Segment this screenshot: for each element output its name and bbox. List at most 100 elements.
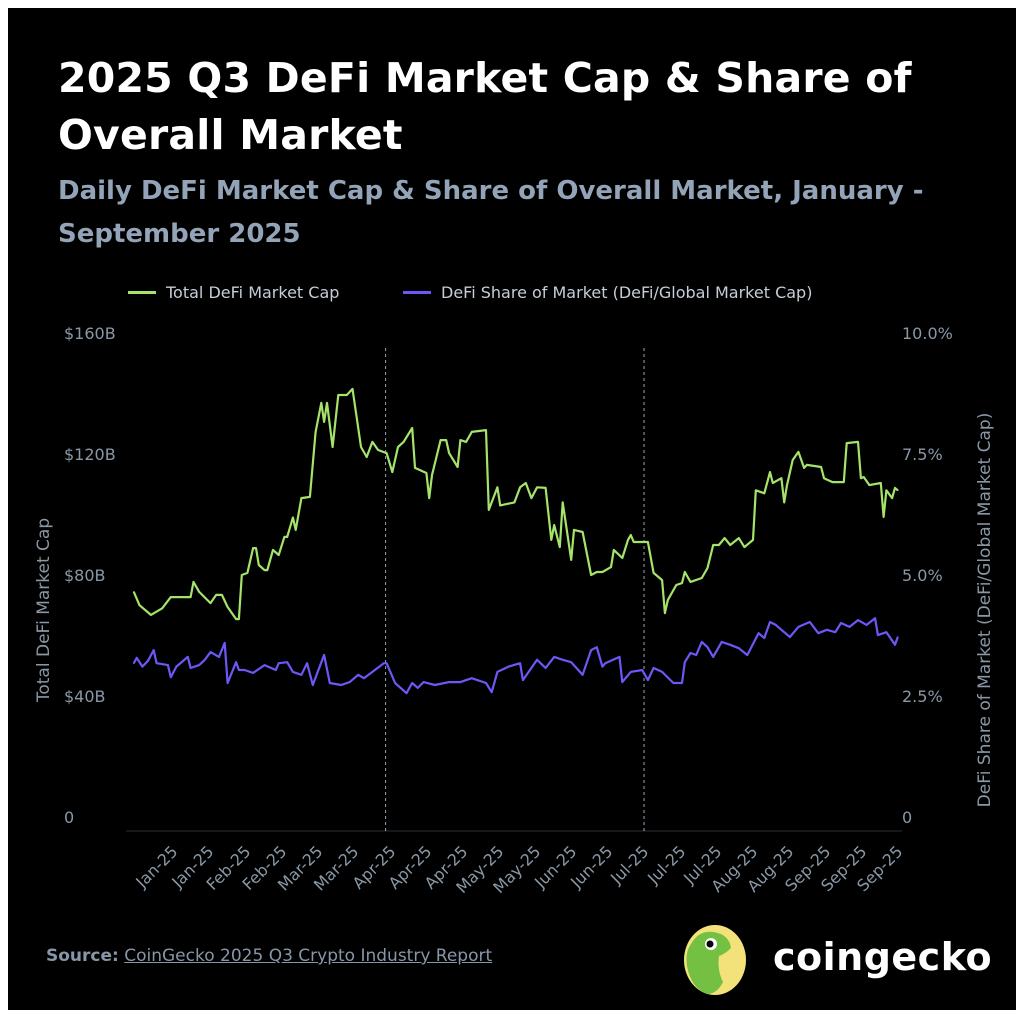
data-point: [596, 571, 598, 573]
data-point: [718, 544, 720, 546]
data-point: [780, 477, 783, 480]
data-point: [317, 669, 320, 671]
data-point: [817, 632, 820, 634]
data-point: [411, 682, 414, 684]
data-point: [519, 662, 521, 664]
data-point: [209, 651, 212, 653]
data-point: [536, 486, 538, 489]
data-point: [630, 671, 632, 673]
data-point: [329, 682, 331, 684]
data-point: [215, 594, 217, 596]
data-point: [877, 634, 879, 636]
data-point: [170, 596, 172, 598]
y-tick-right: 2.5%: [902, 687, 943, 706]
data-point: [695, 654, 697, 656]
data-point: [459, 681, 462, 683]
data-point: [652, 572, 655, 574]
data-point: [471, 677, 473, 679]
data-point: [894, 644, 896, 646]
data-point: [277, 662, 280, 664]
data-point: [684, 661, 686, 663]
data-point: [826, 629, 828, 631]
data-point: [496, 486, 499, 489]
data-point: [351, 388, 354, 390]
data-point: [621, 681, 624, 683]
data-point: [806, 464, 808, 466]
data-point: [471, 431, 473, 433]
data-point: [897, 489, 899, 492]
data-point: [499, 504, 502, 507]
data-point: [862, 476, 865, 478]
data-point: [752, 539, 754, 541]
data-point: [331, 446, 334, 448]
data-point: [513, 501, 516, 504]
data-point: [431, 474, 433, 476]
data-point: [340, 684, 343, 686]
data-point: [337, 394, 340, 396]
data-point: [365, 456, 368, 458]
data-point: [613, 549, 615, 551]
data-point: [150, 614, 152, 616]
data-point: [314, 431, 317, 433]
y-tick-left: $160B: [64, 324, 116, 343]
legend-item-defi-share: DeFi Share of Market (DeFi/Global Market…: [403, 283, 812, 302]
data-point: [226, 606, 229, 608]
data-point: [621, 557, 624, 559]
data-point: [243, 669, 246, 671]
data-point: [428, 497, 431, 499]
data-point: [445, 439, 448, 441]
legend-swatch-green: [128, 291, 156, 294]
data-point: [701, 641, 703, 643]
y-tick-right: 7.5%: [902, 445, 943, 464]
data-point: [755, 489, 757, 492]
y-tick-left: 0: [64, 808, 75, 827]
data-point: [394, 682, 396, 684]
source-label: Source:: [46, 946, 119, 966]
legend-label: Total DeFi Market Cap: [166, 283, 340, 302]
data-point: [590, 574, 592, 576]
data-point: [323, 421, 325, 423]
y-tick-left: $120B: [64, 445, 116, 464]
data-point: [791, 459, 794, 461]
data-point: [559, 546, 561, 548]
source-link[interactable]: CoinGecko 2025 Q3 Crypto Industry Report: [124, 946, 493, 966]
data-point: [263, 569, 266, 571]
data-point: [857, 441, 859, 443]
data-point: [138, 604, 141, 606]
data-point: [286, 661, 289, 663]
data-point: [746, 654, 749, 656]
data-point: [175, 665, 178, 668]
data-point: [667, 599, 669, 601]
data-point: [246, 572, 249, 574]
data-point: [789, 636, 791, 638]
data-point: [221, 594, 223, 596]
data-point: [192, 581, 195, 583]
data-point: [218, 656, 220, 658]
data-point: [238, 618, 240, 620]
data-point: [391, 471, 394, 473]
data-point: [729, 644, 731, 646]
data-point: [544, 667, 547, 669]
data-point: [439, 439, 442, 441]
data-point: [300, 497, 303, 499]
data-point: [720, 641, 723, 643]
data-point: [277, 554, 280, 556]
data-point: [891, 497, 893, 499]
data-point: [147, 660, 149, 662]
data-point: [681, 582, 683, 584]
data-point: [417, 687, 419, 689]
data-point: [309, 496, 311, 498]
y-tick-right: 10.0%: [902, 324, 953, 343]
data-point: [235, 618, 237, 620]
data-point: [834, 631, 837, 633]
data-point: [411, 427, 414, 429]
data-point: [763, 637, 766, 639]
legend-swatch-purple: [403, 291, 431, 294]
data-point: [286, 536, 289, 538]
data-point: [774, 624, 777, 626]
y-tick-left: $40B: [64, 687, 106, 706]
data-point: [553, 656, 555, 658]
data-point: [402, 441, 405, 443]
data-point: [823, 477, 825, 480]
data-point: [723, 537, 726, 539]
